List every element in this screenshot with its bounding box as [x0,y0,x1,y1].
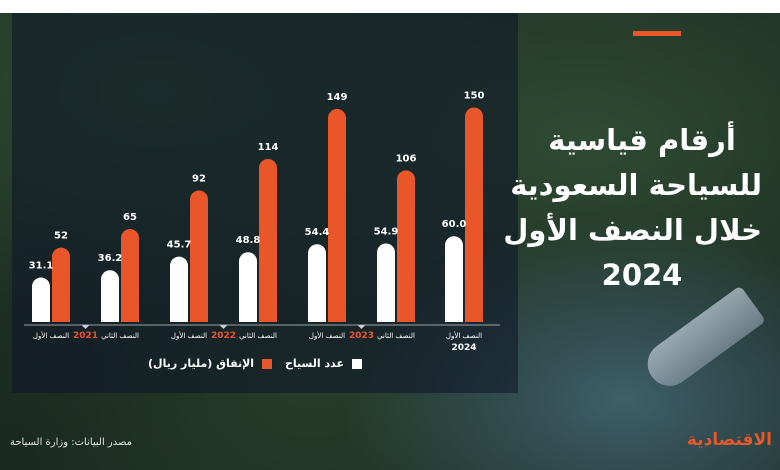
tick-label: النصف الثاني [377,332,415,340]
bar-tourists [170,256,188,322]
data-label-spending: 149 [327,92,348,103]
year-label: 2024 [451,343,476,353]
year-marker [357,325,366,329]
data-label-tourists: 48.8 [236,235,261,246]
title-line: 2024 [601,258,683,292]
year-label: 2023 [349,331,374,341]
tick-label: النصف الأول [33,331,69,340]
page-title: أرقام قياسية للسياحة السعودية خلال النصف… [503,118,762,298]
bar-spending [397,170,415,322]
logo: الاقتصادية [686,430,772,450]
bar-tourists [101,270,119,322]
source-note: مصدر البيانات: وزارة السياحة [10,437,133,448]
bar-spending [190,190,208,322]
legend-label-tourists: عدد السياح [285,357,344,370]
year-marker [219,325,228,329]
year-label: 2021 [73,331,98,341]
data-label-spending: 150 [464,91,485,102]
legend-label-spending: الإنفاق (مليار ريال) [148,357,255,370]
data-label-spending: 65 [123,212,137,223]
title-line: للسياحة السعودية [510,168,762,202]
bar-tourists [308,244,326,322]
data-label-spending: 114 [258,142,279,153]
tick-label: النصف الثاني [239,332,277,340]
bar-tourists [377,243,395,322]
data-label-tourists: 45.7 [167,240,192,251]
year-marker [81,325,90,329]
bar-spending [121,229,139,322]
tick-label: النصف الأول [446,331,482,340]
legend-swatch-spending [262,358,273,369]
data-label-tourists: 31.1 [29,261,54,272]
tick-label: النصف الأول [309,331,345,340]
year-label: 2022 [211,331,236,341]
legend-tourists: عدد السياح [285,357,362,370]
bar-tourists [239,252,257,322]
bar-spending [259,158,277,322]
bar-spending [465,107,483,322]
data-label-tourists: 60.0 [442,219,467,230]
data-label-tourists: 54.4 [305,227,330,238]
data-label-spending: 106 [396,153,417,164]
bar-tourists [32,277,50,322]
bar-tourists [445,236,463,322]
title-line: أرقام قياسية [548,123,736,157]
data-label-spending: 92 [192,173,206,184]
data-label-tourists: 36.2 [98,253,123,264]
title-line: خلال النصف الأول [503,213,762,247]
legend-swatch-tourists [352,358,362,369]
tick-label: النصف الثاني [101,332,139,340]
bar-spending [52,247,70,322]
legend-spending: الإنفاق (مليار ريال) [148,357,273,370]
bar-spending [328,108,346,323]
title-accent-bar [633,31,681,36]
tick-label: النصف الأول [171,331,207,340]
data-label-tourists: 54.9 [374,226,399,237]
data-label-spending: 52 [54,231,68,242]
top-strip [0,0,780,13]
